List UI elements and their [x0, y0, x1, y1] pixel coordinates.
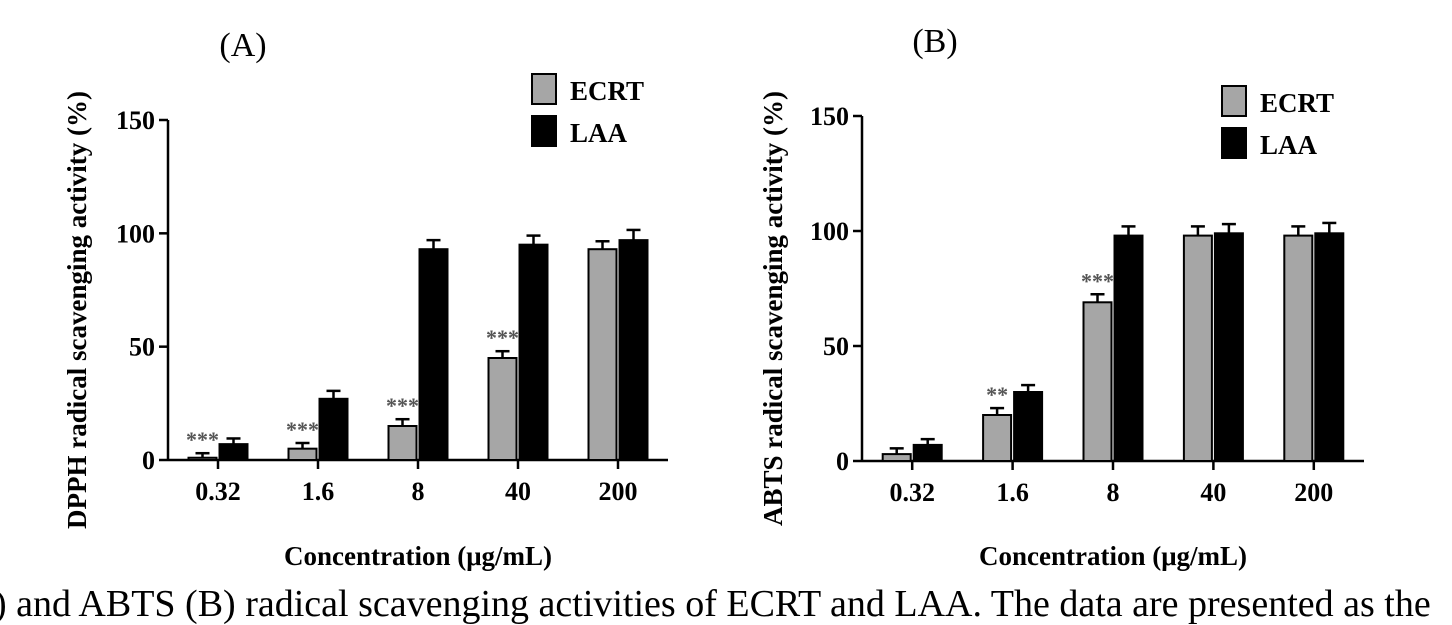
chart-panel-a: 0 50 100 150 0.32 *** 1.6 *** 8 *** 40 *** 200 (A) ECR…: [62, 27, 668, 571]
significance-marker: **: [986, 382, 1008, 407]
significance-marker: ***: [286, 417, 319, 442]
y-axis-title: ABTS radical scavenging activity (%): [758, 91, 788, 526]
bar-laa-0-32: [218, 443, 249, 461]
bar-laa-8: [418, 248, 449, 461]
x-tick-label: 200: [599, 477, 638, 506]
legend-swatch-ecrt: [1221, 85, 1247, 117]
bar-ecrt-0-32: [187, 456, 218, 462]
panel-label: (A): [219, 27, 266, 64]
significance-marker: ***: [386, 393, 419, 418]
bar-laa-200: [1314, 232, 1345, 462]
x-axis-title: Concentration (μg/mL): [979, 541, 1247, 571]
bar-ecrt-200: [587, 248, 618, 461]
x-tick-label: 0.32: [889, 478, 935, 507]
bar-laa-200: [618, 239, 649, 461]
x-tick-label: 8: [412, 477, 425, 506]
panel-label: (B): [912, 23, 957, 60]
x-axis-title: Concentration (μg/mL): [284, 541, 552, 571]
bar-ecrt-8: [387, 425, 418, 461]
x-tick-label: 200: [1294, 478, 1333, 507]
y-tick-label: 100: [116, 219, 155, 248]
bar-ecrt-8: [1082, 301, 1113, 462]
legend-label-laa: LAA: [570, 118, 628, 148]
y-tick-label: 0: [142, 446, 155, 475]
legend-label-ecrt: ECRT: [1260, 88, 1334, 118]
y-tick-label: 0: [836, 447, 849, 476]
bar-laa-1-6: [318, 397, 349, 461]
significance-marker: ***: [186, 427, 219, 452]
x-tick-label: 1.6: [996, 478, 1029, 507]
x-tick-label: 40: [505, 477, 531, 506]
bar-ecrt-200: [1283, 234, 1314, 462]
bar-laa-8: [1113, 234, 1144, 462]
significance-marker: ***: [486, 325, 519, 350]
chart-panel-b: 0 50 100 150 0.32 1.6 ** 8 *** 40 200 (B) ECRT LAA ABT…: [758, 23, 1364, 571]
bar-ecrt-0-32: [881, 453, 912, 463]
significance-marker: ***: [1081, 268, 1114, 293]
legend-swatch-ecrt: [531, 73, 557, 105]
bar-ecrt-40: [1182, 234, 1213, 462]
bar-ecrt-40: [487, 357, 518, 461]
legend-swatch-laa: [1221, 127, 1247, 159]
y-tick-label: 150: [810, 102, 849, 131]
bar-laa-40: [518, 243, 549, 461]
bar-laa-0-32: [912, 443, 943, 462]
y-tick-label: 50: [823, 332, 849, 361]
y-tick-label: 100: [810, 217, 849, 246]
legend-label-ecrt: ECRT: [570, 76, 644, 106]
bar-laa-1-6: [1013, 391, 1044, 462]
x-tick-label: 8: [1107, 478, 1120, 507]
x-tick-label: 1.6: [302, 477, 335, 506]
y-tick-label: 150: [116, 106, 155, 135]
bar-ecrt-1-6: [287, 447, 318, 461]
bar-ecrt-1-6: [982, 414, 1013, 462]
x-tick-label: 0.32: [195, 477, 241, 506]
x-tick-label: 40: [1200, 478, 1226, 507]
legend-label-laa: LAA: [1260, 130, 1318, 160]
figure-caption: ) and ABTS (B) radical scavenging activi…: [0, 583, 1431, 625]
legend-swatch-laa: [531, 115, 557, 147]
y-axis-title: DPPH radical scavenging activity (%): [62, 91, 92, 529]
y-tick-label: 50: [129, 333, 155, 362]
bar-laa-40: [1213, 232, 1244, 462]
